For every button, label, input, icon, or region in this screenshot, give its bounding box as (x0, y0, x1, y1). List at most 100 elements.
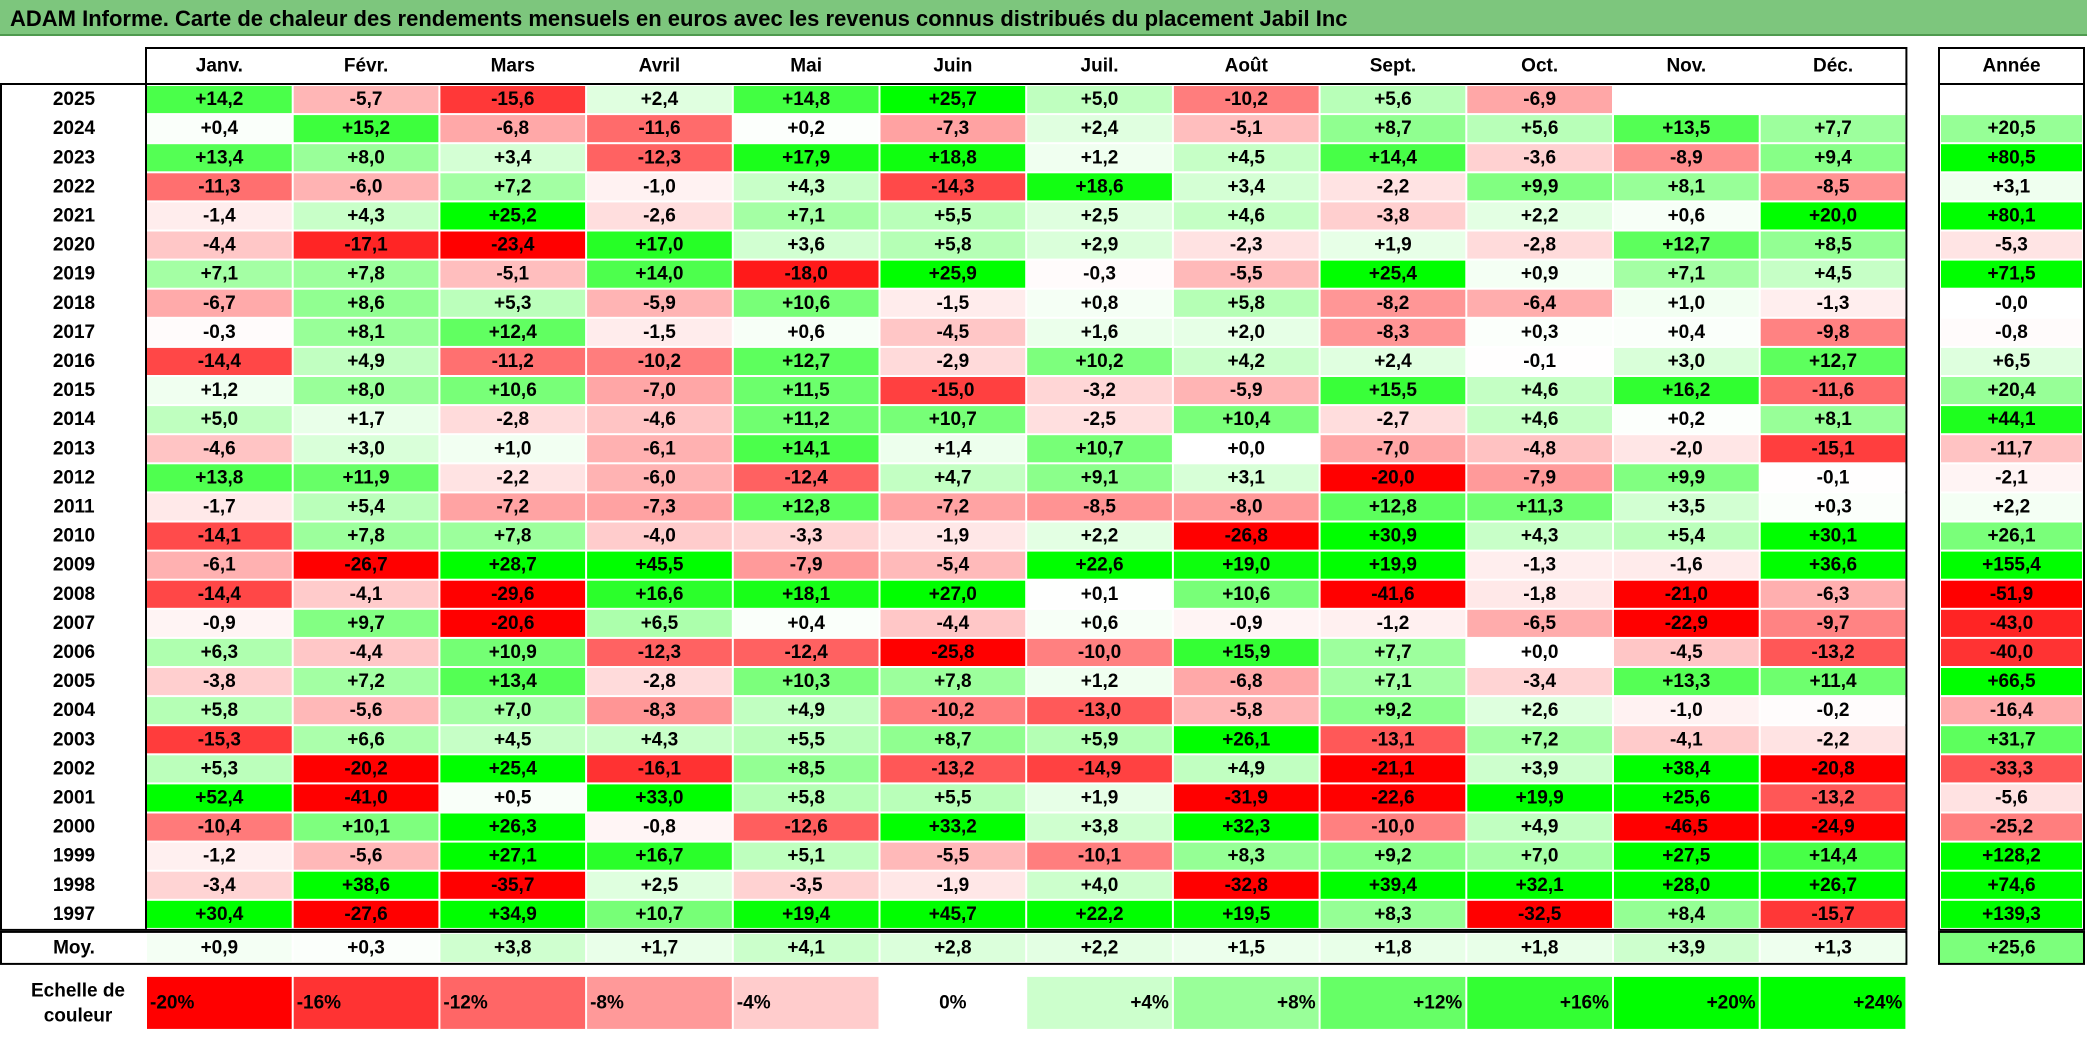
cell-value: +5,0 (201, 409, 239, 430)
cell-value: +4,6 (1521, 380, 1559, 401)
heatmap-cell (1614, 726, 1759, 754)
cell-value: +8,3 (1227, 846, 1265, 867)
heatmap-cell (1760, 377, 1906, 405)
month-header-9: Sept. (1370, 56, 1416, 77)
heatmap-cell (1760, 435, 1906, 463)
annual-cell (1941, 755, 2082, 783)
cell-value: -41,6 (1371, 584, 1414, 605)
heatmap-cell (147, 551, 292, 579)
heatmap-cell (1467, 347, 1612, 375)
heatmap-cell (1173, 144, 1319, 172)
annual-value: +155,4 (1982, 555, 2041, 576)
heatmap-cell (147, 406, 292, 434)
heatmap-cell (147, 260, 292, 288)
cell-value: -3,8 (1377, 205, 1410, 226)
cell-value: -6,5 (1523, 613, 1556, 634)
cell-value: +12,7 (782, 351, 830, 372)
annual-cell (1941, 202, 2082, 230)
heatmap-cell (1614, 871, 1759, 899)
cell-value: -12,4 (784, 642, 828, 663)
cell-value: +8,6 (347, 293, 385, 314)
heatmap-cell (1173, 697, 1319, 725)
cell-value: +9,9 (1668, 467, 1706, 488)
cell-value: +2,5 (1081, 205, 1119, 226)
year-label: 2006 (53, 642, 95, 663)
heatmap-cell (1320, 638, 1466, 666)
cell-value: +0,0 (1521, 642, 1559, 663)
cell-value: -8,3 (643, 700, 676, 721)
heatmap-cell (880, 551, 1026, 579)
cell-value: +32,3 (1222, 817, 1270, 838)
annual-cell (1941, 522, 2082, 550)
heatmap-cell (733, 289, 879, 317)
heatmap-cell (1760, 726, 1906, 754)
heatmap-cell (1320, 260, 1466, 288)
heatmap-cell (1760, 260, 1906, 288)
heatmap-cell (1760, 231, 1906, 259)
heatmap-cell (1320, 464, 1466, 492)
heatmap-cell (1760, 813, 1906, 841)
cell-value: +4,3 (641, 729, 679, 750)
heatmap-cell (1027, 842, 1172, 870)
heatmap-cell (1173, 522, 1319, 550)
heatmap-cell (1614, 842, 1759, 870)
cell-value: -9,7 (1817, 613, 1850, 634)
cell-value: +5,5 (934, 205, 972, 226)
year-label: 2022 (53, 176, 95, 197)
annual-frame (1938, 83, 2085, 931)
heatmap-cell (440, 900, 586, 928)
cell-value: -4,1 (350, 584, 383, 605)
heatmap-cell (440, 609, 586, 637)
heatmap-cell (733, 755, 879, 783)
cell-value: -1,8 (1523, 584, 1556, 605)
heatmap-cell (1760, 406, 1906, 434)
cell-value: +9,4 (1814, 147, 1852, 168)
cell-value: +9,2 (1374, 846, 1412, 867)
cell-value: -7,3 (643, 496, 676, 517)
year-label: 2013 (53, 438, 95, 459)
cell-value: -4,4 (936, 613, 969, 634)
annual-value: +80,1 (1987, 205, 2036, 226)
cell-value: +19,4 (782, 904, 831, 925)
cell-value: -8,5 (1817, 176, 1850, 197)
heatmap-cell (1614, 638, 1759, 666)
heatmap-cell (733, 697, 879, 725)
cell-value: +11,4 (1810, 671, 1857, 692)
cell-value: +8,1 (347, 322, 385, 343)
heatmap-cell (293, 115, 439, 143)
heatmap-cell (440, 260, 586, 288)
heatmap-cell (147, 580, 292, 608)
heatmap-cell (880, 493, 1026, 521)
heatmap-cell (1027, 173, 1172, 201)
cell-value: -2,7 (1377, 409, 1410, 430)
heatmap-cell (1027, 609, 1172, 637)
cell-value: -5,6 (350, 846, 383, 867)
heatmap-cell (147, 813, 292, 841)
heatmap-cell (880, 231, 1026, 259)
scale-swatch (1760, 976, 1906, 1029)
cell-value: -1,2 (203, 846, 236, 867)
heatmap-cell (1760, 842, 1906, 870)
heatmap-cell (733, 406, 879, 434)
heatmap-cell (1614, 289, 1759, 317)
heatmap-cell (1027, 522, 1172, 550)
heatmap-cell (147, 231, 292, 259)
scale-swatch (1614, 976, 1759, 1029)
heatmap-cell (587, 871, 732, 899)
heatmap-cell (880, 347, 1026, 375)
heatmap-cell (880, 115, 1026, 143)
heatmap-cell (147, 318, 292, 346)
cell-value: +0,4 (1668, 322, 1706, 343)
heatmap-cell (1614, 609, 1759, 637)
cell-value: -11,6 (638, 118, 680, 139)
cell-value: +5,8 (787, 787, 825, 808)
heatmap-cell (147, 900, 292, 928)
cell-value: -14,3 (931, 176, 974, 197)
average-value: +1,5 (1227, 937, 1265, 958)
cell-value: +5,6 (1521, 118, 1559, 139)
heatmap-cell (1467, 784, 1612, 812)
cell-value: -5,8 (1230, 700, 1263, 721)
heatmap-cell (1467, 115, 1612, 143)
year-label: 2018 (53, 293, 95, 314)
cell-value: +13,5 (1662, 118, 1711, 139)
